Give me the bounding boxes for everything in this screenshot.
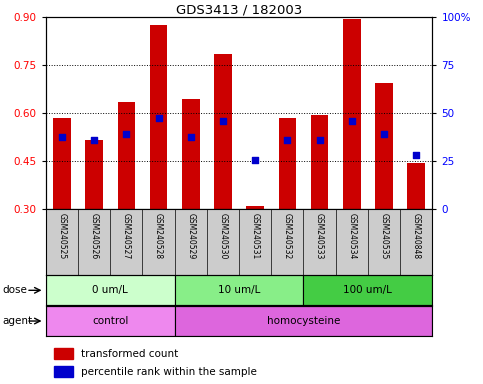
Text: GSM240532: GSM240532: [283, 213, 292, 259]
Point: [316, 137, 324, 144]
Point: [90, 137, 98, 144]
Text: GSM240848: GSM240848: [412, 213, 421, 259]
Point: [380, 131, 388, 137]
Text: dose: dose: [2, 285, 28, 295]
Text: GSM240526: GSM240526: [90, 213, 99, 259]
Text: GSM240528: GSM240528: [154, 213, 163, 259]
Text: GSM240529: GSM240529: [186, 213, 195, 259]
Bar: [311, 115, 328, 209]
Bar: [54, 348, 73, 359]
Text: percentile rank within the sample: percentile rank within the sample: [81, 367, 256, 377]
Bar: [375, 83, 393, 209]
Point: [219, 118, 227, 124]
Bar: [407, 163, 425, 209]
Bar: [150, 25, 168, 209]
Text: GSM240530: GSM240530: [218, 213, 227, 259]
Bar: [46, 275, 175, 305]
Text: control: control: [92, 316, 128, 326]
Bar: [214, 54, 232, 209]
Bar: [54, 366, 73, 377]
Bar: [182, 99, 199, 209]
Bar: [175, 306, 432, 336]
Title: GDS3413 / 182003: GDS3413 / 182003: [176, 3, 302, 16]
Bar: [303, 275, 432, 305]
Text: GSM240525: GSM240525: [57, 213, 67, 259]
Text: 0 um/L: 0 um/L: [92, 285, 128, 295]
Point: [58, 134, 66, 141]
Point: [412, 152, 420, 158]
Point: [123, 131, 130, 137]
Bar: [85, 141, 103, 209]
Text: GSM240531: GSM240531: [251, 213, 260, 259]
Text: GSM240535: GSM240535: [380, 213, 388, 259]
Text: 10 um/L: 10 um/L: [218, 285, 260, 295]
Bar: [246, 206, 264, 209]
Text: GSM240533: GSM240533: [315, 213, 324, 259]
Bar: [117, 102, 135, 209]
Text: GSM240534: GSM240534: [347, 213, 356, 259]
Bar: [343, 19, 361, 209]
Bar: [46, 306, 175, 336]
Text: transformed count: transformed count: [81, 349, 178, 359]
Text: GSM240527: GSM240527: [122, 213, 131, 259]
Point: [251, 157, 259, 163]
Text: agent: agent: [2, 316, 32, 326]
Point: [284, 137, 291, 144]
Bar: [53, 118, 71, 209]
Point: [187, 134, 195, 141]
Bar: [279, 118, 296, 209]
Text: homocysteine: homocysteine: [267, 316, 340, 326]
Point: [155, 115, 162, 121]
Text: 100 um/L: 100 um/L: [343, 285, 392, 295]
Point: [348, 118, 355, 124]
Bar: [175, 275, 303, 305]
